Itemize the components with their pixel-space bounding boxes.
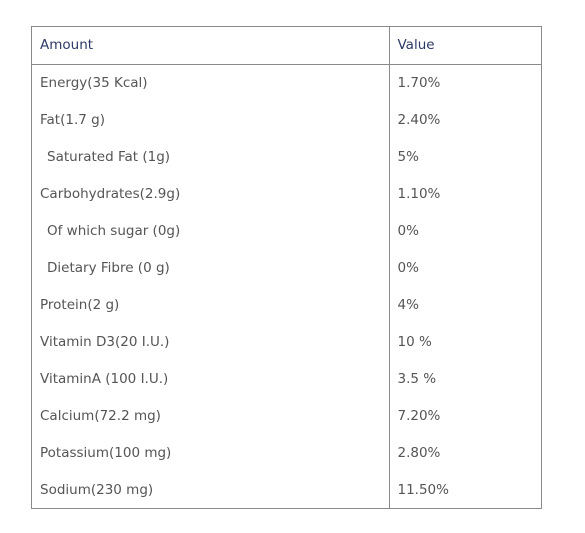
row-amount: Sodium(230 mg) (40, 481, 154, 498)
row-amount: Dietary Fibre (0 g) (47, 259, 170, 276)
row-amount: VitaminA (100 I.U.) (40, 370, 169, 387)
table-row: VitaminA (100 I.U.) 3.5 % (32, 360, 541, 397)
table-row: Of which sugar (0g) 0% (32, 212, 541, 249)
row-value: 1.70% (388, 64, 541, 101)
header-amount: Amount (32, 27, 389, 65)
table-header: Amount Value (32, 27, 541, 65)
header-value: Value (388, 27, 541, 65)
table-row: Carbohydrates(2.9g) 1.10% (32, 175, 541, 212)
table-row: Dietary Fibre (0 g) 0% (32, 249, 541, 286)
table-row: Protein(2 g) 4% (32, 286, 541, 323)
row-value: 2.80% (388, 434, 541, 471)
table-row: Energy(35 Kcal) 1.70% (32, 64, 541, 101)
table-body: Energy(35 Kcal) 1.70% Fat(1.7 g) 2.40% Satur… (32, 64, 541, 508)
row-amount: Vitamin D3(20 I.U.) (40, 333, 170, 350)
row-amount: Carbohydrates(2.9g) (40, 185, 181, 202)
table-row: Sodium(230 mg) 11.50% (32, 471, 541, 508)
row-value: 11.50% (388, 471, 541, 508)
row-value: 7.20% (388, 397, 541, 434)
row-value: 2.40% (388, 101, 541, 138)
table-row: Calcium(72.2 mg) 7.20% (32, 397, 541, 434)
row-amount: Calcium(72.2 mg) (40, 407, 161, 424)
row-amount: Energy(35 Kcal) (40, 74, 148, 91)
row-value: 5% (388, 138, 541, 175)
nutrition-table: Amount Value Energy(35 Kcal) 1.70% Fat(1.7… (32, 27, 541, 508)
table-row: Saturated Fat (1g) 5% (32, 138, 541, 175)
row-value: 0% (388, 212, 541, 249)
row-value: 1.10% (388, 175, 541, 212)
table-row: Potassium(100 mg) 2.80% (32, 434, 541, 471)
row-amount: Saturated Fat (1g) (47, 148, 171, 165)
row-amount: Potassium(100 mg) (40, 444, 172, 461)
row-value: 3.5 % (388, 360, 541, 397)
row-amount: Protein(2 g) (40, 296, 120, 313)
table-row: Vitamin D3(20 I.U.) 10 % (32, 323, 541, 360)
row-value: 10 % (388, 323, 541, 360)
row-value: 4% (388, 286, 541, 323)
table-row: Fat(1.7 g) 2.40% (32, 101, 541, 138)
row-amount: Of which sugar (0g) (47, 222, 181, 239)
row-value: 0% (388, 249, 541, 286)
nutrition-table-container: Amount Value Energy(35 Kcal) 1.70% Fat(1.7… (31, 26, 542, 509)
row-amount: Fat(1.7 g) (40, 111, 105, 128)
header-row: Amount Value (32, 27, 541, 65)
